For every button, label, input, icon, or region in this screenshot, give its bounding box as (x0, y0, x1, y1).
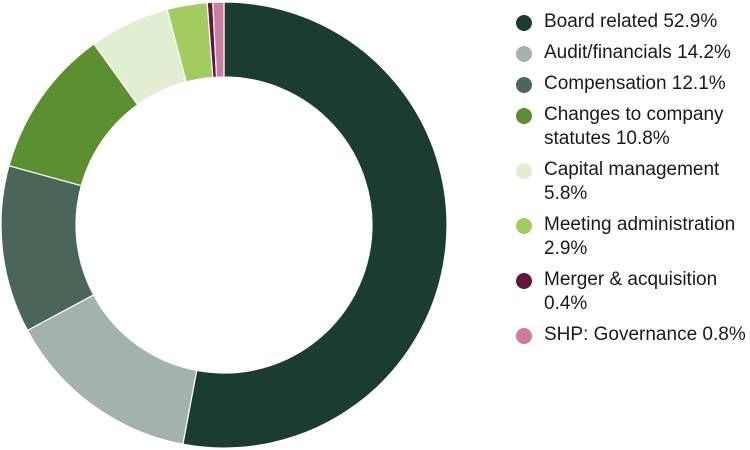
legend-label: Meeting administration 2.9% (544, 214, 736, 259)
legend-swatch-icon (516, 218, 532, 234)
donut-chart (0, 1, 448, 449)
legend-swatch-icon (516, 273, 532, 289)
legend-label: Merger & acquisition 0.4% (544, 269, 718, 314)
donut-slice-8 (212, 1, 225, 78)
legend-swatch-icon (516, 46, 532, 62)
donut-slice-1 (182, 1, 448, 449)
legend-swatch-icon (516, 163, 532, 179)
legend-item: Merger & acquisition 0.4% (516, 268, 750, 316)
legend-item: Audit/financials 14.2% (516, 41, 750, 65)
legend-label: Changes to company statutes 10.8% (544, 104, 724, 149)
legend-swatch-icon (516, 77, 532, 93)
legend-label: Compensation 12.1% (544, 73, 726, 94)
legend-swatch-icon (516, 328, 532, 344)
legend-item: Changes to company statutes 10.8% (516, 103, 750, 151)
legend-swatch-icon (516, 15, 532, 31)
legend-item: SHP: Governance 0.8% (516, 323, 750, 347)
legend-swatch-icon (516, 108, 532, 124)
donut-chart-area (0, 1, 448, 449)
chart-legend: Board related 52.9% Audit/financials 14.2… (516, 10, 750, 354)
legend-label: SHP: Governance 0.8% (544, 324, 746, 345)
legend-label: Capital management 5.8% (544, 159, 720, 204)
legend-label: Board related 52.9% (544, 11, 718, 32)
legend-item: Capital management 5.8% (516, 158, 750, 206)
legend-item: Board related 52.9% (516, 10, 750, 34)
legend-item: Compensation 12.1% (516, 72, 750, 96)
legend-item: Meeting administration 2.9% (516, 213, 750, 261)
legend-label: Audit/financials 14.2% (544, 42, 731, 63)
